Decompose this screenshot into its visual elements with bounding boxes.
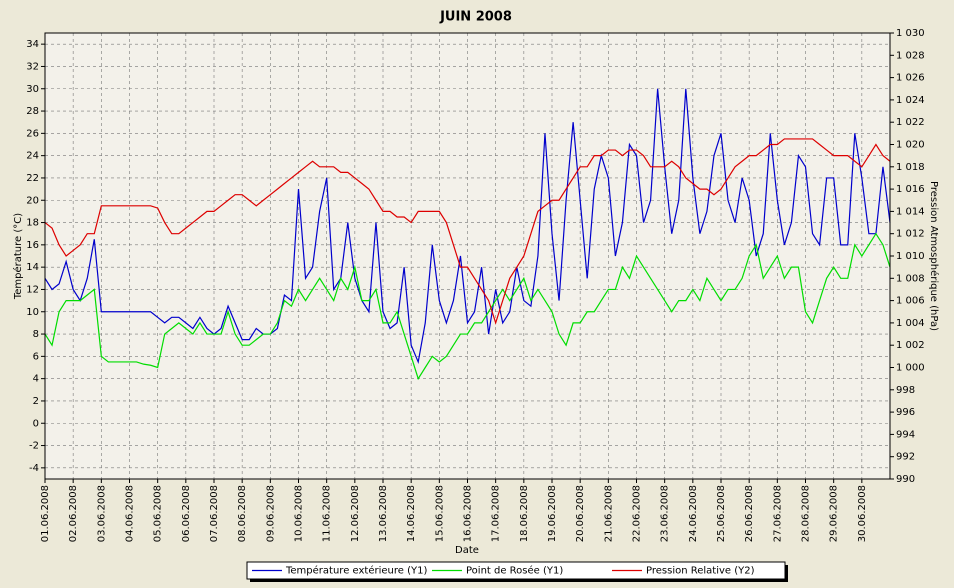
y2-tick-label: 1 016 <box>896 184 925 195</box>
x-tick-label: 04.06.2008 <box>125 485 136 542</box>
x-tick-label: 22.06.2008 <box>632 485 643 542</box>
y2-tick-label: 1 008 <box>896 273 925 284</box>
x-tick-label: 20.06.2008 <box>575 485 586 542</box>
y-tick-label: 22 <box>26 173 39 184</box>
x-tick-label: 26.06.2008 <box>744 485 755 542</box>
y-tick-label: 0 <box>33 418 39 429</box>
y-tick-label: 2 <box>33 396 39 407</box>
x-tick-label: 30.06.2008 <box>857 485 868 542</box>
x-tick-label: 29.06.2008 <box>829 485 840 542</box>
y2-tick-label: 1 004 <box>896 318 925 329</box>
x-tick-label: 11.06.2008 <box>322 485 333 542</box>
x-tick-label: 12.06.2008 <box>350 485 361 542</box>
y-tick-label: 32 <box>26 61 39 72</box>
y2-tick-label: 1 000 <box>896 363 925 374</box>
y-tick-label: 24 <box>26 151 39 162</box>
y2-tick-label: 1 002 <box>896 340 925 351</box>
x-tick-label: 03.06.2008 <box>96 485 107 542</box>
y-tick-label: 34 <box>26 39 39 50</box>
x-tick-label: 24.06.2008 <box>688 485 699 542</box>
x-tick-label: 15.06.2008 <box>434 485 445 542</box>
x-tick-label: 19.06.2008 <box>547 485 558 542</box>
y-tick-label: -4 <box>29 463 39 474</box>
x-tick-label: 06.06.2008 <box>181 485 192 542</box>
x-tick-label: 27.06.2008 <box>772 485 783 542</box>
y-tick-label: 12 <box>26 284 39 295</box>
x-tick-label: 07.06.2008 <box>209 485 220 542</box>
chart-title: JUIN 2008 <box>439 10 512 25</box>
x-tick-label: 01.06.2008 <box>40 485 51 542</box>
legend-label: Pression Relative (Y2) <box>646 566 755 577</box>
plot-area <box>44 32 891 480</box>
x-tick-label: 14.06.2008 <box>406 485 417 542</box>
y-tick-label: 20 <box>26 195 39 206</box>
y2-axis-title: Pression Atmosphérique (hPa) <box>928 181 940 331</box>
series-line <box>44 138 891 325</box>
series-line <box>44 88 891 365</box>
series-line <box>44 232 891 381</box>
x-tick-label: 21.06.2008 <box>603 485 614 542</box>
y-tick-label: 16 <box>26 240 39 251</box>
legend-label: Point de Rosée (Y1) <box>466 565 563 577</box>
x-tick-label: 28.06.2008 <box>801 485 812 542</box>
y-tick-label: 14 <box>26 262 39 273</box>
x-tick-label: 16.06.2008 <box>463 485 474 542</box>
y2-tick-label: 1 014 <box>896 206 925 217</box>
y2-tick-label: 1 026 <box>896 73 925 84</box>
y2-tick-label: 1 020 <box>896 140 925 151</box>
x-tick-label: 13.06.2008 <box>378 485 389 542</box>
y2-tick-label: 1 010 <box>896 251 925 262</box>
x-tick-label: 05.06.2008 <box>153 485 164 542</box>
y2-tick-label: 992 <box>896 452 915 463</box>
y-tick-label: 28 <box>26 106 39 117</box>
x-tick-label: 18.06.2008 <box>519 485 530 542</box>
legend <box>246 561 786 580</box>
y-tick-label: -2 <box>29 441 39 452</box>
y2-tick-label: 1 024 <box>896 95 925 106</box>
x-tick-label: 25.06.2008 <box>716 485 727 542</box>
y2-tick-label: 1 030 <box>896 28 925 39</box>
y2-tick-label: 990 <box>896 474 915 485</box>
y-tick-label: 30 <box>26 84 39 95</box>
x-tick-label: 09.06.2008 <box>265 485 276 542</box>
x-tick-label: 23.06.2008 <box>660 485 671 542</box>
y2-tick-label: 996 <box>896 407 915 418</box>
y2-tick-label: 994 <box>896 429 915 440</box>
y2-tick-label: 1 028 <box>896 50 925 61</box>
x-tick-label: 10.06.2008 <box>294 485 305 542</box>
y-tick-label: 10 <box>26 307 39 318</box>
y-tick-label: 4 <box>33 374 39 385</box>
y2-tick-label: 1 012 <box>896 229 925 240</box>
y-tick-label: 8 <box>33 329 39 340</box>
y2-tick-label: 1 022 <box>896 117 925 128</box>
y2-tick-label: 1 018 <box>896 162 925 173</box>
x-tick-label: 17.06.2008 <box>491 485 502 542</box>
y-tick-label: 6 <box>33 351 39 362</box>
x-tick-label: 02.06.2008 <box>68 485 79 542</box>
y2-tick-label: 998 <box>896 385 915 396</box>
x-axis-title: Date <box>455 545 479 556</box>
y-tick-label: 18 <box>26 218 39 229</box>
y-tick-label: 26 <box>26 128 39 139</box>
y2-tick-label: 1 006 <box>896 296 925 307</box>
x-tick-label: 08.06.2008 <box>237 485 248 542</box>
y-axis-title: Température (°C) <box>12 213 24 300</box>
legend-label: Température extérieure (Y1) <box>285 565 427 577</box>
